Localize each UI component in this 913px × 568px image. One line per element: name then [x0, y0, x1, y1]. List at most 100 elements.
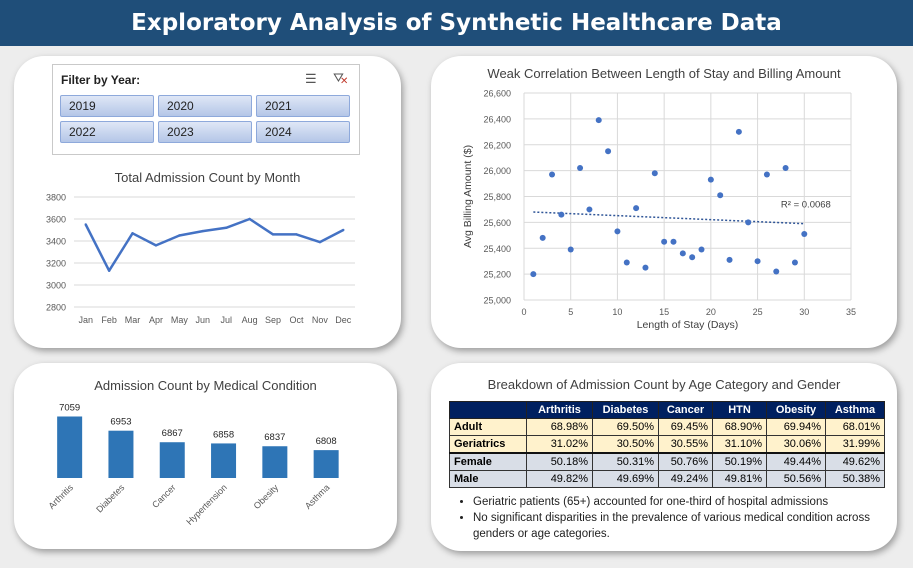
- breakdown-title: Breakdown of Admission Count by Age Cate…: [487, 377, 841, 392]
- table-cell: 49.44%: [766, 452, 826, 471]
- scatter-point: [717, 192, 724, 199]
- scatter-point: [773, 268, 780, 275]
- table-row: Female 50.18% 50.31% 50.76% 50.19% 49.44…: [449, 452, 885, 471]
- x-tick-label: 5: [568, 307, 573, 317]
- scatter-point: [595, 117, 602, 124]
- data-point: [342, 228, 345, 232]
- year-button-2023[interactable]: 2023: [158, 121, 252, 143]
- x-tick-label: Jul: [220, 315, 232, 325]
- clear-filter-icon[interactable]: ⛛ ✕: [333, 70, 349, 87]
- scatter-point: [707, 176, 714, 183]
- scatter-point: [539, 234, 546, 241]
- year-button-2019[interactable]: 2019: [60, 95, 154, 117]
- col-header: Obesity: [766, 401, 826, 419]
- scatter-point: [549, 171, 556, 178]
- col-header: HTN: [712, 401, 767, 419]
- bar-hypertension: [211, 443, 237, 478]
- data-label: 6808: [316, 436, 337, 447]
- data-point: [154, 244, 158, 247]
- y-tick-label: 3600: [46, 215, 66, 225]
- breakdown-notes: Geriatric patients (65+) accounted for o…: [455, 494, 893, 542]
- table-cell: 50.18%: [526, 452, 593, 471]
- table-cell: 68.90%: [712, 418, 767, 436]
- col-header: Cancer: [658, 401, 713, 419]
- data-point: [248, 217, 251, 221]
- data-label: 6867: [162, 428, 183, 439]
- x-tick-label: Feb: [101, 315, 117, 325]
- y-tick-label: 3200: [46, 259, 66, 269]
- bar-arthritis: [57, 416, 83, 478]
- x-tick-label: Asthma: [303, 482, 332, 511]
- table-row: Male 49.82% 49.69% 49.24% 49.81% 50.56% …: [449, 470, 885, 488]
- x-tick-label: 10: [612, 307, 622, 317]
- breakdown-table: Arthritis Diabetes Cancer HTN Obesity As…: [449, 401, 885, 488]
- table-row: Geriatrics 31.02% 30.50% 30.55% 31.10% 3…: [449, 435, 885, 454]
- data-label: 6858: [213, 429, 234, 440]
- table-cell: 50.76%: [658, 452, 713, 471]
- y-tick-label: 25,000: [483, 296, 511, 306]
- scatter-point: [791, 259, 798, 266]
- scatter-point: [623, 259, 630, 266]
- scatter-point: [567, 246, 574, 253]
- table-cell: 69.45%: [658, 418, 713, 436]
- y-tick-label: 3400: [46, 237, 66, 247]
- year-filter-slicer: Filter by Year: ☰ ⛛ ✕ 2019 2020 2021 2022…: [52, 64, 360, 155]
- y-tick-label: 26,400: [483, 114, 511, 124]
- col-header: Diabetes: [592, 401, 659, 419]
- year-button-2022[interactable]: 2022: [60, 121, 154, 143]
- y-tick-label: 2800: [46, 303, 66, 313]
- row-label: Geriatrics: [449, 435, 527, 454]
- r-squared-label: R² = 0.0068: [781, 199, 831, 210]
- year-button-2021[interactable]: 2021: [256, 95, 350, 117]
- y-axis-label: Avg Billing Amount ($): [462, 145, 474, 248]
- table-cell: 69.94%: [766, 418, 826, 436]
- year-button-2024[interactable]: 2024: [256, 121, 350, 143]
- bar-obesity: [262, 446, 288, 478]
- data-point: [318, 240, 322, 244]
- table-cell: 30.55%: [658, 435, 713, 454]
- table-cell: 49.82%: [526, 470, 593, 488]
- table-row: Adult 68.98% 69.50% 69.45% 68.90% 69.94%…: [449, 418, 885, 436]
- scatter-point: [642, 264, 649, 271]
- data-point: [84, 223, 87, 226]
- multi-select-icon[interactable]: ☰: [305, 71, 317, 86]
- scatter-point: [633, 205, 640, 212]
- data-label: 7059: [59, 402, 80, 413]
- x-tick-label: Diabetes: [94, 482, 127, 515]
- x-tick-label: Oct: [289, 315, 304, 325]
- x-tick-label: May: [171, 315, 189, 325]
- scatter-point: [754, 258, 761, 265]
- slicer-label: Filter by Year:: [61, 73, 141, 87]
- x-tick-label: Obesity: [252, 482, 281, 511]
- x-tick-label: 25: [753, 307, 763, 317]
- scatter-point: [661, 238, 668, 245]
- data-point: [271, 233, 275, 236]
- table-cell: 68.98%: [526, 418, 593, 436]
- line-chart-title: Total Admission Count by Month: [114, 170, 301, 185]
- admissions-series-line: [84, 217, 344, 272]
- table-cell: 31.02%: [526, 435, 593, 454]
- scatter-point: [586, 206, 593, 213]
- scatter-point: [577, 165, 584, 172]
- y-tick-label: 3000: [46, 281, 66, 291]
- scatter-point: [745, 219, 752, 226]
- x-tick-label: Hypertension: [184, 482, 229, 527]
- table-cell: 31.99%: [825, 435, 885, 454]
- x-tick-label: Mar: [125, 315, 141, 325]
- x-tick-label: 0: [521, 307, 526, 317]
- scatter-point: [726, 256, 733, 263]
- scatter-point: [698, 246, 705, 253]
- note-item: No significant disparities in the preval…: [473, 510, 893, 542]
- year-button-2020[interactable]: 2020: [158, 95, 252, 117]
- data-point: [295, 233, 298, 236]
- scatter-point: [689, 254, 696, 261]
- condition-bar-chart: 7059 Arthritis 6953 Diabetes 6867 Cancer 6858 H…: [46, 402, 339, 527]
- y-tick-label: 26,600: [483, 89, 511, 99]
- bar-chart-title: Admission Count by Medical Condition: [94, 378, 317, 393]
- dashboard-title: Exploratory Analysis of Synthetic Health…: [0, 0, 913, 46]
- x-tick-label: Cancer: [150, 482, 178, 510]
- scatter-point: [651, 170, 658, 177]
- row-label: Female: [449, 452, 527, 471]
- scatter-point: [679, 250, 686, 257]
- table-cell: 31.10%: [712, 435, 767, 454]
